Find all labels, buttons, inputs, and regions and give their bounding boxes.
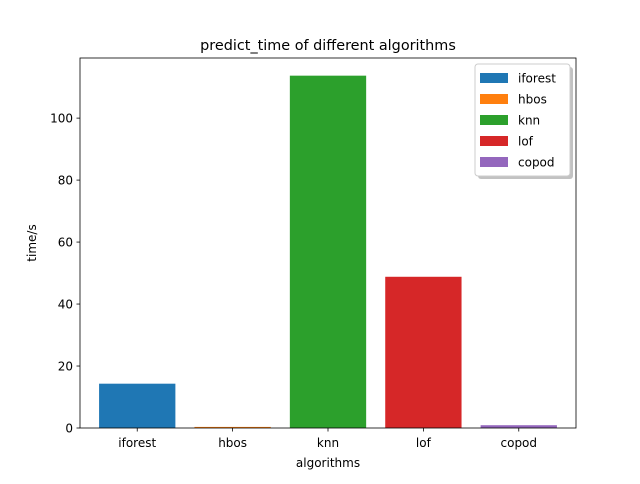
y-tick-label-40: 40 xyxy=(58,297,73,311)
x-axis-label: algorithms xyxy=(296,456,360,470)
legend-box xyxy=(474,63,571,177)
legend-swatch-knn xyxy=(480,115,508,125)
y-tick-label-100: 100 xyxy=(50,111,73,125)
bar-iforest xyxy=(99,383,176,428)
y-tick-label-20: 20 xyxy=(58,359,73,373)
legend-label-hbos: hbos xyxy=(518,93,547,107)
x-tick-label-knn: knn xyxy=(317,436,339,450)
x-tick-label-copod: copod xyxy=(501,436,538,450)
legend-label-iforest: iforest xyxy=(518,72,556,86)
bar-hbos xyxy=(194,426,271,428)
legend-swatch-lof xyxy=(480,136,508,146)
bar-copod xyxy=(480,425,557,428)
legend-label-lof: lof xyxy=(518,135,534,149)
legend-label-knn: knn xyxy=(518,114,540,128)
legend: iforest hbos knn lof copod xyxy=(474,63,573,179)
x-tick-label-lof: lof xyxy=(416,436,432,450)
x-axis: iforest hbos knn lof copod xyxy=(118,428,537,450)
bars-group xyxy=(99,75,557,428)
legend-swatch-copod xyxy=(480,157,508,167)
y-tick-label-0: 0 xyxy=(65,421,73,435)
y-axis-label: time/s xyxy=(25,224,39,261)
x-tick-label-hbos: hbos xyxy=(218,436,247,450)
y-tick-label-60: 60 xyxy=(58,235,73,249)
x-tick-label-iforest: iforest xyxy=(118,436,156,450)
bar-lof xyxy=(385,276,462,428)
y-axis: 0 20 40 60 80 100 xyxy=(50,111,80,435)
bar-knn xyxy=(289,75,367,428)
y-tick-label-80: 80 xyxy=(58,173,73,187)
legend-swatch-hbos xyxy=(480,94,508,104)
plot-frame xyxy=(79,57,577,429)
chart-title: predict_time of different algorithms xyxy=(200,38,456,54)
legend-label-copod: copod xyxy=(518,156,555,170)
legend-swatch-iforest xyxy=(480,73,508,83)
